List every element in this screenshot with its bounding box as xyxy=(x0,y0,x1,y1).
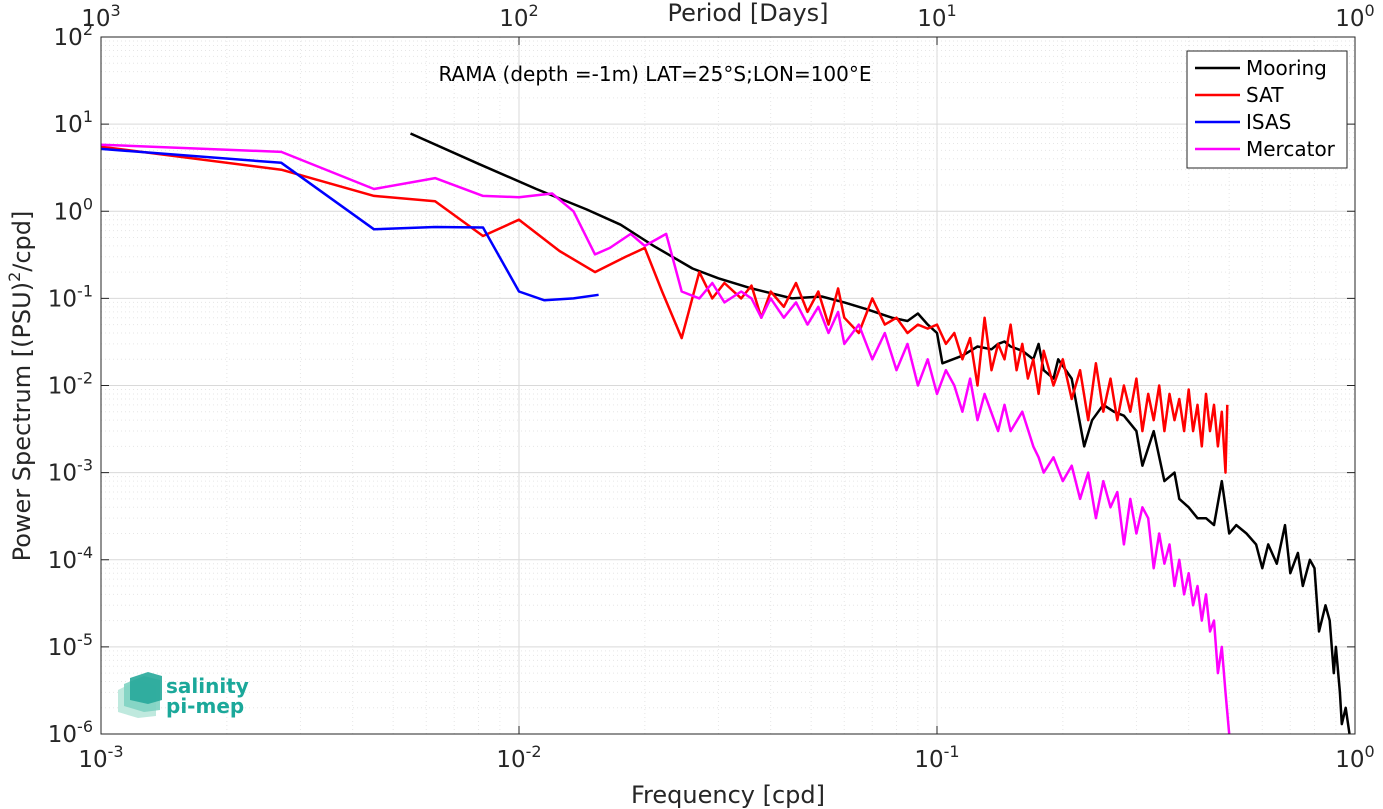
y-axis-label-tail: /cpd] xyxy=(8,211,36,272)
top-tick-label: 102 xyxy=(499,1,538,32)
logo-text-line2: pi-mep xyxy=(166,694,244,718)
x-tick-label: 10-1 xyxy=(914,742,959,773)
chart-title: RAMA (depth =-1m) LAT=25°S;LON=100°E xyxy=(438,62,871,86)
y-tick-label: 102 xyxy=(54,20,93,51)
y-tick-label: 101 xyxy=(54,107,93,138)
top-tick-label: 100 xyxy=(1335,1,1374,32)
y-tick-label: 10-4 xyxy=(48,543,93,574)
y-tick-label: 10-1 xyxy=(48,281,93,312)
y-axis-label: Power Spectrum [(PSU)2/cpd] xyxy=(5,211,36,562)
x-tick-label: 100 xyxy=(1335,742,1374,773)
series-line-mooring xyxy=(409,132,1351,735)
y-tick-label: 10-6 xyxy=(48,717,93,748)
series-lines xyxy=(100,132,1351,735)
logo-mark-icon xyxy=(118,672,162,718)
x-axis-label: Frequency [cpd] xyxy=(631,781,825,809)
x-tick-label: 10-2 xyxy=(496,742,541,773)
y-tick-label: 100 xyxy=(54,194,93,225)
y-axis-label-main: Power Spectrum [(PSU) xyxy=(8,282,36,561)
top-tick-label: 103 xyxy=(81,1,120,32)
legend-label-mooring: Mooring xyxy=(1246,56,1327,80)
series-line-isas xyxy=(100,147,599,302)
grid xyxy=(100,36,1356,735)
legend-label-mercator: Mercator xyxy=(1246,137,1336,161)
top-x-axis-label: Period [Days] xyxy=(667,0,828,27)
legend-items: Mooring SAT ISAS Mercator xyxy=(1195,56,1336,161)
logo-text-line1: salinity xyxy=(166,674,249,698)
y-tick-label: 10-5 xyxy=(48,630,93,661)
legend-label-sat: SAT xyxy=(1246,83,1284,107)
series-line-mercator xyxy=(100,143,1231,735)
legend-label-isas: ISAS xyxy=(1246,110,1291,134)
top-tick-label: 101 xyxy=(917,1,956,32)
y-tick-label: 10-2 xyxy=(48,369,93,400)
salinity-pi-mep-logo: salinity pi-mep xyxy=(118,672,249,718)
y-axis-label-sup: 2 xyxy=(5,272,24,282)
tick-marks xyxy=(100,36,1356,735)
y-tick-label: 10-3 xyxy=(48,456,93,487)
legend: Mooring SAT ISAS Mercator xyxy=(1186,50,1348,169)
x-tick-label: 10-3 xyxy=(78,742,123,773)
